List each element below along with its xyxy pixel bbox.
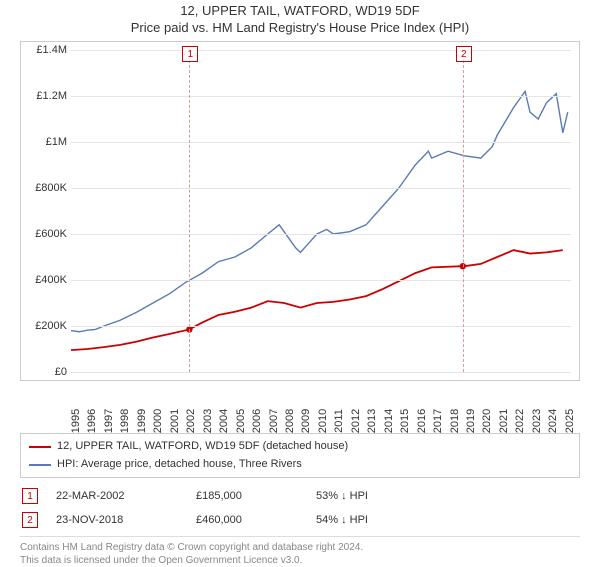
transaction-price: £185,000 bbox=[196, 490, 316, 502]
y-tick-label: £0 bbox=[55, 366, 71, 378]
x-tick-label: 2001 bbox=[169, 409, 181, 433]
x-tick-label: 1995 bbox=[70, 409, 82, 433]
chart-container: £0 £200K £400K £600K £800K £1M £1.2M £1.4M 1 2 bbox=[20, 41, 580, 381]
x-tick-label: 2004 bbox=[218, 409, 230, 433]
chart-title-line2: Price paid vs. HM Land Registry's House … bbox=[6, 20, 594, 35]
transaction-hpi: 53% ↓ HPI bbox=[316, 490, 436, 502]
legend: 12, UPPER TAIL, WATFORD, WD19 5DF (detac… bbox=[20, 433, 580, 478]
transaction-date: 22-MAR-2002 bbox=[56, 490, 196, 502]
legend-item: HPI: Average price, detached house, Thre… bbox=[29, 456, 571, 474]
transaction-date: 23-NOV-2018 bbox=[56, 514, 196, 526]
chart-svg bbox=[71, 50, 571, 372]
x-tick-label: 2018 bbox=[449, 409, 461, 433]
x-tick-label: 2016 bbox=[416, 409, 428, 433]
x-tick-label: 2008 bbox=[284, 409, 296, 433]
sale-guideline bbox=[463, 50, 464, 372]
sale-marker-box: 2 bbox=[456, 46, 472, 62]
transaction-marker: 2 bbox=[22, 512, 38, 528]
transaction-row: 2 23-NOV-2018 £460,000 54% ↓ HPI bbox=[20, 508, 580, 532]
y-tick-label: £1.2M bbox=[36, 90, 71, 102]
x-tick-label: 2015 bbox=[399, 409, 411, 433]
y-tick-label: £400K bbox=[35, 274, 71, 286]
legend-label: 12, UPPER TAIL, WATFORD, WD19 5DF (detac… bbox=[57, 438, 348, 456]
x-tick-label: 2010 bbox=[317, 409, 329, 433]
x-tick-label: 2002 bbox=[185, 409, 197, 433]
x-tick-label: 2006 bbox=[251, 409, 263, 433]
x-tick-label: 2012 bbox=[350, 409, 362, 433]
x-tick-label: 2021 bbox=[498, 409, 510, 433]
x-tick-label: 2005 bbox=[235, 409, 247, 433]
series-hpi bbox=[71, 92, 568, 332]
x-tick-label: 2014 bbox=[383, 409, 395, 433]
transaction-marker: 1 bbox=[22, 488, 38, 504]
x-tick-label: 1996 bbox=[86, 409, 98, 433]
x-tick-label: 2013 bbox=[366, 409, 378, 433]
y-tick-label: £600K bbox=[35, 228, 71, 240]
x-tick-label: 2011 bbox=[333, 409, 345, 433]
x-tick-label: 2003 bbox=[202, 409, 214, 433]
x-tick-label: 2020 bbox=[481, 409, 493, 433]
footer: Contains HM Land Registry data © Crown c… bbox=[20, 536, 580, 567]
transaction-row: 1 22-MAR-2002 £185,000 53% ↓ HPI bbox=[20, 484, 580, 508]
chart-title-line1: 12, UPPER TAIL, WATFORD, WD19 5DF bbox=[6, 2, 594, 20]
x-tick-label: 2017 bbox=[432, 409, 444, 433]
sale-marker-box: 1 bbox=[182, 46, 198, 62]
plot-area: £0£200K£400K£600K£800K£1M£1.2M£1.4M12 bbox=[71, 50, 571, 372]
series-price_paid bbox=[71, 250, 563, 350]
sale-guideline bbox=[189, 50, 190, 372]
legend-item: 12, UPPER TAIL, WATFORD, WD19 5DF (detac… bbox=[29, 438, 571, 456]
x-tick-label: 2000 bbox=[152, 409, 164, 433]
footer-line: This data is licensed under the Open Gov… bbox=[20, 554, 580, 567]
y-tick-label: £1.4M bbox=[36, 44, 71, 56]
x-tick-label: 2023 bbox=[531, 409, 543, 433]
footer-line: Contains HM Land Registry data © Crown c… bbox=[20, 541, 580, 554]
x-tick-label: 1997 bbox=[103, 409, 115, 433]
x-tick-label: 1998 bbox=[119, 409, 131, 433]
legend-swatch bbox=[29, 446, 51, 448]
y-tick-label: £800K bbox=[35, 182, 71, 194]
x-tick-label: 2022 bbox=[514, 409, 526, 433]
x-axis-labels: 1995199619971998199920002001200220032004… bbox=[20, 383, 580, 427]
x-tick-label: 2024 bbox=[547, 409, 559, 433]
y-tick-label: £200K bbox=[35, 320, 71, 332]
x-tick-label: 2025 bbox=[564, 409, 576, 433]
x-tick-label: 2009 bbox=[300, 409, 312, 433]
transactions-table: 1 22-MAR-2002 £185,000 53% ↓ HPI 2 23-NO… bbox=[20, 484, 580, 532]
transaction-price: £460,000 bbox=[196, 514, 316, 526]
legend-swatch bbox=[29, 464, 51, 466]
y-tick-label: £1M bbox=[46, 136, 71, 148]
legend-label: HPI: Average price, detached house, Thre… bbox=[57, 456, 302, 474]
transaction-hpi: 54% ↓ HPI bbox=[316, 514, 436, 526]
x-tick-label: 1999 bbox=[136, 409, 148, 433]
x-tick-label: 2019 bbox=[465, 409, 477, 433]
x-tick-label: 2007 bbox=[268, 409, 280, 433]
